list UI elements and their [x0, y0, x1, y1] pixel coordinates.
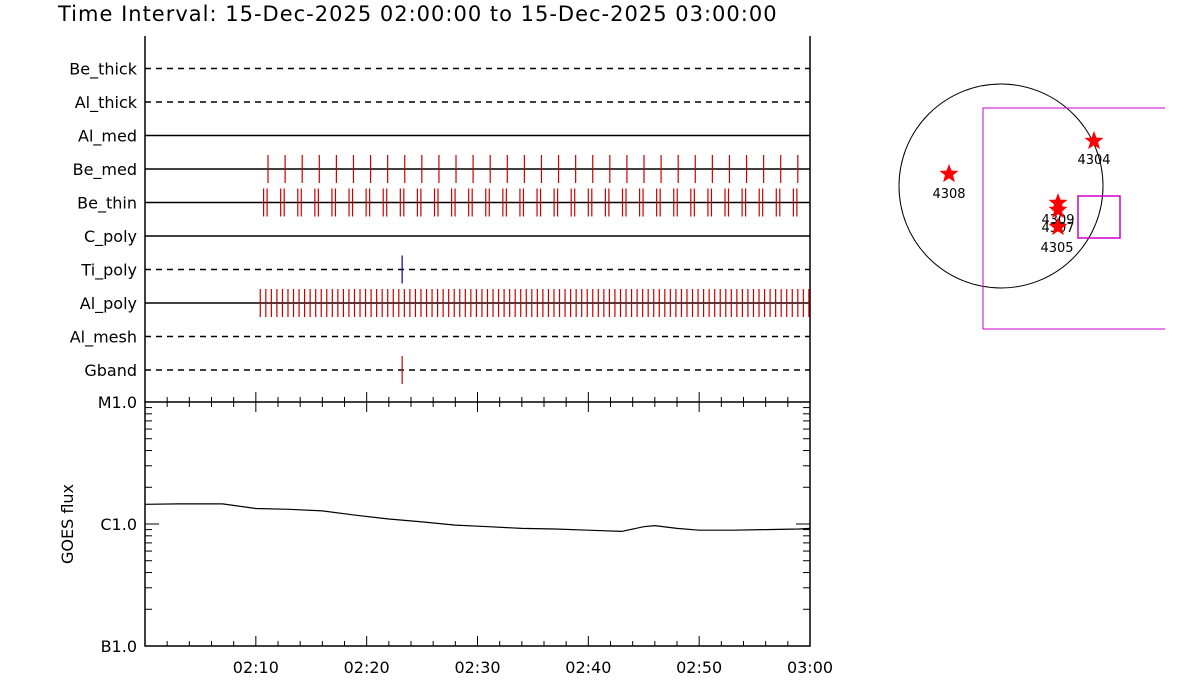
row-label-c-poly: C_poly: [84, 227, 137, 247]
solar-map: 43044308430943074305: [898, 83, 1165, 330]
goes-x-tick-label: 03:00: [787, 658, 833, 677]
ar-label-4304: 4304: [1077, 153, 1110, 168]
goes-y-tick-label: B1.0: [101, 637, 137, 656]
row-label-al-med: Al_med: [78, 127, 137, 147]
ar-star-4304: [1084, 131, 1104, 150]
row-label-be-med: Be_med: [73, 160, 137, 180]
instrument-rows: Be_thick Al_thick Al_med Be_med Be_thin C_pol…: [69, 36, 811, 402]
goes-y-tick-label: M1.0: [98, 393, 137, 412]
goes-y-axis-label: GOES flux: [58, 484, 77, 564]
fov-box-large: [982, 107, 1165, 330]
goes-x-tick-label: 02:50: [676, 658, 722, 677]
page-title: Time Interval: 15-Dec-2025 02:00:00 to 1…: [58, 2, 778, 26]
goes-x-tick-label: 02:40: [565, 658, 611, 677]
goes-panel: B1.0 C1.0 M1.0 GOES flux 02:10 02:20 02:30 02:4…: [58, 392, 833, 677]
ar-label-4308: 4308: [932, 187, 965, 202]
solar-disk-outline: [898, 83, 1104, 289]
ar-star-4307: [1048, 200, 1068, 219]
ar-star-4305: [1048, 217, 1068, 236]
goes-frame: [144, 401, 811, 647]
row-label-gband: Gband: [84, 361, 137, 380]
goes-flux-line: [144, 503, 811, 533]
row-label-ti-poly: Ti_poly: [80, 261, 137, 281]
goes-y-tick-label: C1.0: [100, 515, 137, 534]
row-label-be-thin: Be_thin: [77, 194, 137, 214]
row-label-al-mesh: Al_mesh: [70, 328, 137, 348]
goes-x-tick-label: 02:20: [344, 658, 390, 677]
row-label-be-thick: Be_thick: [69, 60, 137, 80]
goes-x-tick-label: 02:10: [233, 658, 279, 677]
fov-box-small: [1077, 195, 1121, 239]
row-label-al-thick: Al_thick: [75, 93, 138, 113]
goes-x-tick-label: 02:30: [454, 658, 500, 677]
ar-star-4308: [939, 164, 959, 183]
row-label-al-poly: Al_poly: [80, 294, 137, 314]
ar-label-4305: 4305: [1040, 241, 1073, 256]
